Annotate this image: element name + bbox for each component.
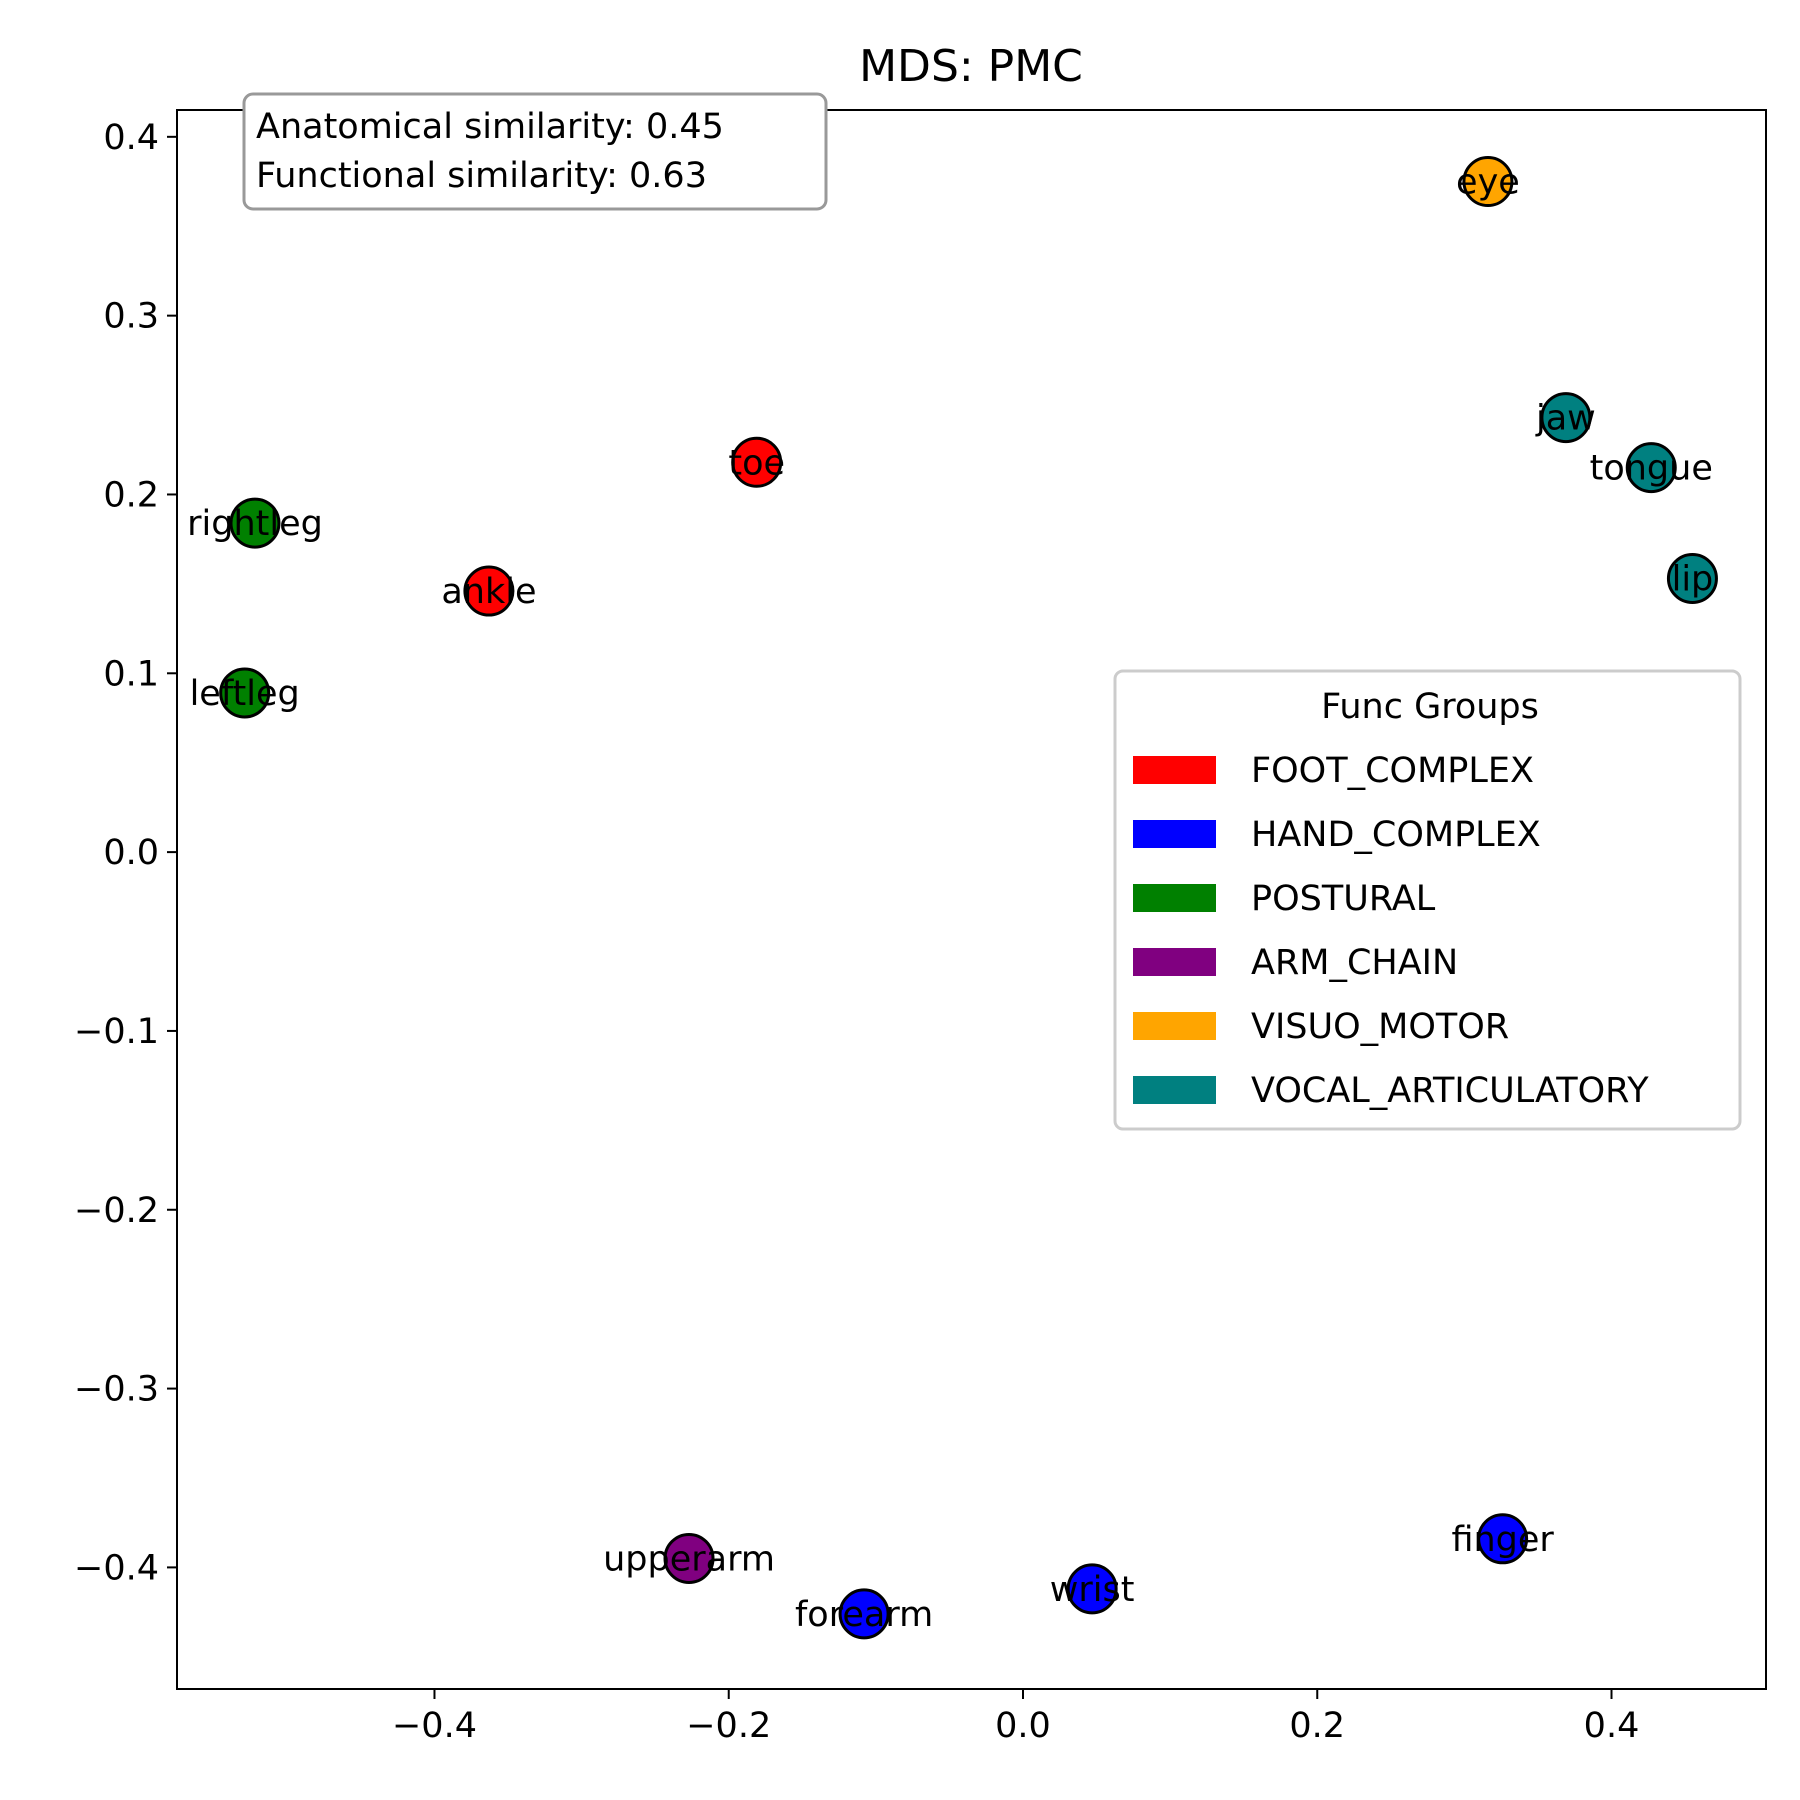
legend-swatch-visuo_motor xyxy=(1133,1012,1216,1040)
legend-label-foot_complex: FOOT_COMPLEX xyxy=(1251,751,1534,791)
legend-label-arm_chain: ARM_CHAIN xyxy=(1251,943,1458,983)
point-wrist xyxy=(1066,1563,1118,1615)
x-axis: −0.4 −0.2 0.0 0.2 0.4 xyxy=(392,1689,1639,1746)
point-upperarm xyxy=(663,1532,715,1584)
point-leftleg xyxy=(219,667,271,719)
y-tick-label: −0.3 xyxy=(74,1370,159,1410)
point-label-toe: toe xyxy=(728,443,785,483)
point-label-ankle: ankle xyxy=(441,572,536,612)
legend-swatch-postural xyxy=(1133,884,1216,912)
y-tick-label: −0.4 xyxy=(74,1548,159,1588)
legend: Func Groups FOOT_COMPLEX HAND_COMPLEX POST… xyxy=(1113,669,1742,1131)
point-label-eye: eye xyxy=(1456,163,1520,203)
legend-frame xyxy=(1113,669,1742,1131)
point-label-wrist: wrist xyxy=(1050,1570,1135,1610)
point-label-leftleg: leftleg xyxy=(190,674,300,714)
point-tongue xyxy=(1625,442,1677,494)
similarity-annotation-box: Anatomical similarity: 0.45 Functional s… xyxy=(242,92,828,211)
legend-swatch-foot_complex xyxy=(1133,756,1216,784)
point-forearm xyxy=(838,1588,890,1640)
y-tick-label: −0.2 xyxy=(74,1191,159,1231)
point-label-jaw: jaw xyxy=(1535,399,1596,439)
y-tick-label: 0.1 xyxy=(103,654,159,694)
y-tick-label: 0.4 xyxy=(103,118,159,158)
legend-label-vocal_articulatory: VOCAL_ARTICULATORY xyxy=(1251,1071,1649,1111)
point-finger xyxy=(1477,1513,1529,1565)
legend-label-postural: POSTURAL xyxy=(1251,879,1436,919)
point-label-tongue: tongue xyxy=(1590,449,1713,489)
point-toe xyxy=(731,436,783,488)
y-tick-label: 0.0 xyxy=(103,833,159,873)
point-label-forearm: forearm xyxy=(795,1595,933,1635)
point-label-upperarm: upperarm xyxy=(603,1539,775,1579)
point-label-finger: finger xyxy=(1451,1520,1554,1560)
point-ankle xyxy=(463,565,515,617)
legend-swatch-vocal_articulatory xyxy=(1133,1076,1216,1104)
point-lip xyxy=(1666,553,1718,605)
x-tick-label: −0.4 xyxy=(392,1706,477,1746)
point-label-rightleg: rightleg xyxy=(187,504,323,544)
scatter-points xyxy=(219,156,1718,1640)
point-jaw xyxy=(1540,392,1592,444)
x-tick-label: 0.4 xyxy=(1584,1706,1640,1746)
legend-swatch-hand_complex xyxy=(1133,820,1216,848)
y-tick-label: 0.2 xyxy=(103,475,159,515)
y-tick-label: 0.3 xyxy=(103,297,159,337)
legend-items: FOOT_COMPLEX HAND_COMPLEX POSTURAL ARM_CHAI… xyxy=(1133,751,1649,1111)
point-eye xyxy=(1462,156,1514,208)
x-tick-label: −0.2 xyxy=(686,1706,771,1746)
x-tick-label: 0.2 xyxy=(1289,1706,1345,1746)
point-rightleg xyxy=(229,497,281,549)
point-label-lip: lip xyxy=(1672,560,1714,600)
legend-swatch-arm_chain xyxy=(1133,948,1216,976)
legend-label-visuo_motor: VISUO_MOTOR xyxy=(1251,1007,1509,1047)
anatomical-similarity-text: Anatomical similarity: 0.45 xyxy=(256,107,724,147)
x-tick-label: 0.0 xyxy=(995,1706,1051,1746)
legend-label-hand_complex: HAND_COMPLEX xyxy=(1251,815,1541,855)
y-tick-label: −0.1 xyxy=(74,1012,159,1052)
annotation-box-frame xyxy=(242,92,828,211)
point-labels: eye jaw tongue lip toe rightleg ankle leftleg up… xyxy=(187,163,1713,1635)
functional-similarity-text: Functional similarity: 0.63 xyxy=(256,156,707,196)
y-axis: 0.4 0.3 0.2 0.1 0.0 −0.1 −0.2 −0.3 −0.4 xyxy=(74,118,177,1588)
chart-title: MDS: PMC xyxy=(859,41,1083,92)
legend-title: Func Groups xyxy=(1321,687,1539,727)
